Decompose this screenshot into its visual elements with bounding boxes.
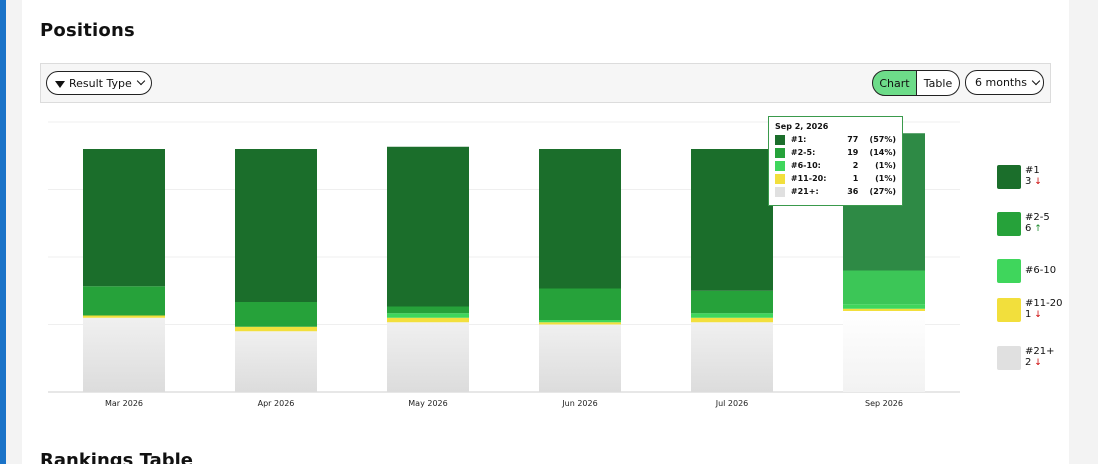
tooltip-percent: (27%): [869, 187, 896, 196]
tooltip-percent: (1%): [875, 174, 896, 183]
tooltip-swatch: [775, 147, 785, 158]
view-table-button[interactable]: Table: [917, 70, 960, 96]
tooltip-count: 19: [847, 148, 859, 157]
tooltip-row: #6-10: 2 (1%): [775, 159, 896, 172]
bar-segment-rank-11-20-jul-2026[interactable]: [691, 317, 773, 323]
tooltip-percent: (57%): [869, 135, 896, 144]
view-chart-button[interactable]: Chart: [872, 70, 917, 96]
bar-segment-rank-6-10-jul-2026[interactable]: [691, 313, 773, 318]
x-tick-label: Sep 2026: [865, 399, 903, 408]
tooltip-row: #11-20: 1 (1%): [775, 172, 896, 185]
bar-segment-rank-2-5-may-2026[interactable]: [387, 306, 469, 314]
bar-segment-rank-11-20-sep-2026[interactable]: [843, 308, 925, 311]
bar-segment-rank-1-may-2026[interactable]: [387, 146, 469, 307]
bar-segment-rank-21-plus-mar-2026[interactable]: [83, 317, 165, 392]
legend-label: #6-10: [1025, 265, 1057, 276]
tooltip-swatch: [775, 186, 785, 197]
bar-segment-rank-21-plus-sep-2026[interactable]: [843, 311, 925, 392]
chart-tooltip: Sep 2, 2026 #1: 77 (57%) #2-5: 19 (14%) #6-10:…: [768, 116, 903, 206]
tooltip-row: #2-5: 19 (14%): [775, 146, 896, 159]
legend-swatch: [997, 346, 1021, 370]
view-toggle: Chart Table: [872, 70, 960, 96]
tooltip-date: Sep 2, 2026: [775, 122, 829, 131]
tooltip-label: #1:: [790, 135, 807, 144]
legend-change: 3: [1025, 176, 1032, 187]
tooltip-count: 77: [847, 135, 859, 144]
legend-swatch: [997, 298, 1021, 322]
legend-change: 1: [1025, 309, 1032, 320]
arrow-down-icon: ↓: [1031, 177, 1042, 187]
positions-chart: Mar 2026 Apr 2026 May 2026 Jun 2026 Jul 2026…: [48, 121, 960, 408]
filter-icon: [55, 80, 65, 88]
tooltip-swatch: [775, 173, 785, 184]
tooltip-label: #6-10:: [790, 161, 821, 170]
tooltip-percent: (14%): [869, 148, 896, 157]
time-range-select[interactable]: 6 months: [965, 70, 1044, 95]
legend-label: #11-20: [1025, 298, 1063, 309]
arrow-down-icon: ↓: [1031, 358, 1042, 368]
tooltip-count: 2: [852, 161, 859, 170]
bar-segment-rank-11-20-may-2026[interactable]: [387, 317, 469, 323]
bar-segment-rank-1-mar-2026[interactable]: [83, 149, 165, 287]
x-tick-label: May 2026: [408, 399, 447, 408]
left-accent-bar: [0, 0, 6, 464]
legend-label: #2-5: [1025, 212, 1050, 223]
bar-segment-rank-2-5-jul-2026[interactable]: [691, 290, 773, 314]
legend-item[interactable]: #11-20 1 ↓: [997, 298, 1062, 322]
time-range-label: 6 months: [975, 76, 1027, 89]
chart-toolbar: Result Type Chart Table 6 months: [40, 63, 1051, 103]
legend-item[interactable]: #2-5 6 ↑: [997, 212, 1050, 236]
bar-segment-rank-21-plus-jun-2026[interactable]: [539, 324, 621, 393]
bar-segment-rank-2-5-mar-2026[interactable]: [83, 286, 165, 316]
tooltip-swatch: [775, 160, 785, 171]
tooltip-label: #11-20:: [790, 174, 827, 183]
tooltip-row: #1: 77 (57%): [775, 133, 896, 146]
bar-segment-rank-2-5-apr-2026[interactable]: [235, 302, 317, 327]
tooltip-percent: (1%): [875, 161, 896, 170]
x-tick-label: Jun 2026: [561, 399, 597, 408]
rankings-table-title: Rankings Table: [40, 450, 194, 464]
bar-segment-rank-21-plus-apr-2026[interactable]: [235, 331, 317, 392]
bar-segment-rank-2-5-sep-2026[interactable]: [843, 270, 925, 305]
tooltip-count: 36: [847, 187, 859, 196]
x-tick-label: Jul 2026: [715, 399, 749, 408]
legend-label: #21+: [1025, 346, 1055, 357]
bar-segment-rank-21-plus-may-2026[interactable]: [387, 322, 469, 392]
section-title: Positions: [40, 20, 135, 41]
legend-item[interactable]: #21+ 2 ↓: [997, 346, 1054, 370]
tooltip-label: #21+:: [790, 187, 819, 196]
legend-item[interactable]: #6-10: [997, 259, 1056, 283]
x-tick-label: Mar 2026: [105, 399, 143, 408]
bar-segment-rank-6-10-sep-2026[interactable]: [843, 304, 925, 309]
bar-segment-rank-21-plus-jul-2026[interactable]: [691, 322, 773, 392]
legend-change: 2: [1025, 357, 1032, 368]
x-tick-label: Apr 2026: [258, 399, 295, 408]
bar-segment-rank-11-20-jun-2026[interactable]: [539, 322, 621, 325]
bar-segment-rank-1-apr-2026[interactable]: [235, 149, 317, 302]
arrow-up-icon: ↑: [1031, 224, 1042, 234]
bar-segment-rank-6-10-jun-2026[interactable]: [539, 320, 621, 323]
legend-label: #1: [1025, 165, 1040, 176]
legend-swatch: [997, 212, 1021, 236]
bar-segment-rank-11-20-mar-2026[interactable]: [83, 315, 165, 318]
legend-swatch: [997, 165, 1021, 189]
result-type-filter-button[interactable]: Result Type: [46, 71, 152, 95]
bar-segment-rank-1-jul-2026[interactable]: [691, 149, 773, 291]
tooltip-row: #21+: 36 (27%): [775, 185, 896, 198]
positions-card: Positions Result Type Chart Table 6 mont…: [22, 0, 1069, 464]
bar-segment-rank-6-10-may-2026[interactable]: [387, 313, 469, 318]
arrow-down-icon: ↓: [1031, 310, 1042, 320]
tooltip-swatch: [775, 134, 785, 145]
tooltip-count: 1: [852, 174, 859, 183]
legend-swatch: [997, 259, 1021, 283]
bar-segment-rank-1-jun-2026[interactable]: [539, 149, 621, 289]
result-type-label: Result Type: [69, 76, 132, 90]
bar-segment-rank-11-20-apr-2026[interactable]: [235, 326, 317, 332]
bar-segment-rank-2-5-jun-2026[interactable]: [539, 288, 621, 321]
tooltip-label: #2-5:: [790, 148, 816, 157]
legend-item[interactable]: #1 3 ↓: [997, 165, 1042, 189]
legend-change: 6: [1025, 223, 1032, 234]
